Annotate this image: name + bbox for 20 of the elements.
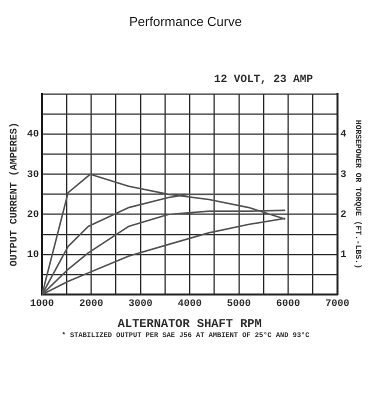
x-tick-label: 3000 (128, 299, 152, 310)
text: 12 VOLT, 23 AMP (214, 74, 313, 86)
y-axis-title: OUTPUT CURRENT (AMPERES) (8, 122, 21, 266)
y-tick-label: 10 (26, 250, 39, 261)
y2-tick-label: 3 (340, 170, 346, 181)
x-tick-label: 6000 (276, 299, 300, 310)
y2-tick-label: 1 (340, 250, 346, 261)
x-axis-title: ALTERNATOR SHAFT RPM (118, 316, 262, 331)
x-tick-label: 7000 (325, 299, 350, 310)
y-tick-label: 20 (26, 210, 39, 221)
y2-tick-label: 2 (340, 210, 346, 221)
x-tick-label: 5000 (226, 299, 251, 310)
y2-tick-label: 4 (340, 130, 346, 141)
y-tick-label: 40 (26, 130, 39, 141)
x-tick-label: 1000 (30, 299, 54, 310)
y2-axis-title: HORSEPOWER OR TORQUE (FT.-LBS.) (353, 120, 362, 269)
chart-title: Performance Curve (128, 14, 243, 29)
y-tick-label: 30 (26, 170, 39, 181)
x-tick-label: 4000 (178, 299, 202, 310)
x-tick-label: 2000 (79, 299, 104, 310)
